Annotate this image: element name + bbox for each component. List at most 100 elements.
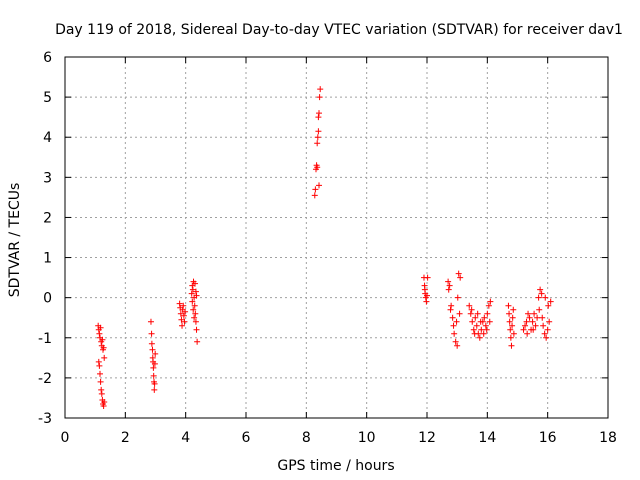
data-point (96, 370, 103, 377)
data-point (531, 310, 538, 317)
y-axis-label: SDTVAR / TECUs (7, 183, 23, 298)
data-point (148, 330, 155, 337)
data-point (315, 128, 322, 135)
data-point (510, 330, 517, 337)
data-point (483, 326, 490, 333)
data-point (487, 298, 494, 305)
data-point (471, 330, 478, 337)
data-point (449, 314, 456, 321)
grid-lines (65, 57, 608, 418)
data-point (182, 308, 189, 315)
data-point (151, 360, 158, 367)
data-point (316, 94, 323, 101)
data-point (151, 380, 158, 387)
data-point (525, 310, 532, 317)
data-point (192, 280, 199, 287)
data-point (529, 318, 536, 325)
y-tick-label: -1 (38, 331, 52, 347)
data-point (99, 336, 106, 343)
x-tick-label: 8 (302, 430, 311, 446)
data-point (98, 386, 105, 393)
data-point (543, 334, 550, 341)
data-point (480, 330, 487, 337)
x-axis-label: GPS time / hours (277, 458, 394, 474)
data-point (188, 290, 195, 297)
data-point (457, 274, 464, 281)
data-point (506, 318, 513, 325)
y-tick-label: 2 (43, 210, 52, 226)
y-tick-label: -2 (38, 371, 52, 387)
data-point (520, 326, 527, 333)
x-tick-label: 14 (478, 430, 496, 446)
data-point (100, 344, 107, 351)
data-point (312, 186, 319, 193)
data-point (474, 310, 481, 317)
data-point (96, 330, 103, 337)
x-tick-labels: 0 2 4 6 8 10 12 14 16 18 (61, 430, 617, 446)
y-tick-label: 6 (43, 50, 52, 66)
data-point (181, 318, 188, 325)
data-point (541, 330, 548, 337)
data-point (151, 386, 158, 393)
data-point (149, 346, 156, 353)
data-point (524, 330, 531, 337)
data-point (445, 286, 452, 293)
data-point (537, 286, 544, 293)
data-point (473, 322, 480, 329)
data-point (476, 334, 483, 341)
data-point (507, 334, 514, 341)
data-point (315, 114, 322, 121)
data-point (193, 292, 200, 299)
data-point (482, 322, 489, 329)
data-point (192, 310, 199, 317)
y-tick-label: -3 (38, 411, 52, 427)
data-point (509, 322, 516, 329)
data-point (547, 298, 554, 305)
x-tick-label: 2 (121, 430, 130, 446)
y-tick-label: 5 (43, 90, 52, 106)
data-point (508, 342, 515, 349)
data-point (481, 314, 488, 321)
data-point (506, 310, 513, 317)
data-point (180, 312, 187, 319)
data-point (485, 302, 492, 309)
data-point (314, 134, 321, 141)
data-point (539, 314, 546, 321)
data-point (191, 314, 198, 321)
x-tick-label: 0 (61, 430, 70, 446)
data-point (316, 110, 323, 117)
data-point (546, 318, 553, 325)
data-point (478, 326, 485, 333)
data-point (452, 338, 459, 345)
y-tick-label: 3 (43, 170, 52, 186)
data-point (176, 300, 183, 307)
data-point (424, 292, 430, 299)
data-point (95, 358, 102, 365)
data-point (101, 398, 108, 405)
data-point (152, 350, 159, 357)
data-point (178, 316, 185, 323)
data-point (311, 192, 318, 199)
data-point (150, 372, 157, 379)
data-point (453, 318, 460, 325)
data-point (542, 294, 549, 301)
data-point (423, 298, 430, 305)
data-point (484, 310, 491, 317)
data-point (193, 326, 200, 333)
data-point (177, 310, 184, 317)
data-point (545, 302, 552, 309)
axis-ticks (64, 56, 609, 419)
data-point (509, 314, 516, 321)
data-point (530, 326, 537, 333)
x-tick-label: 4 (181, 430, 190, 446)
data-point (314, 164, 321, 171)
data-point (179, 322, 186, 329)
data-point (191, 302, 198, 309)
y-tick-label: 1 (43, 251, 52, 267)
data-point (101, 354, 108, 361)
x-tick-label: 10 (358, 430, 376, 446)
y-tick-label: 0 (43, 291, 52, 307)
data-point (450, 322, 457, 329)
data-point (534, 314, 541, 321)
data-point (314, 140, 321, 147)
